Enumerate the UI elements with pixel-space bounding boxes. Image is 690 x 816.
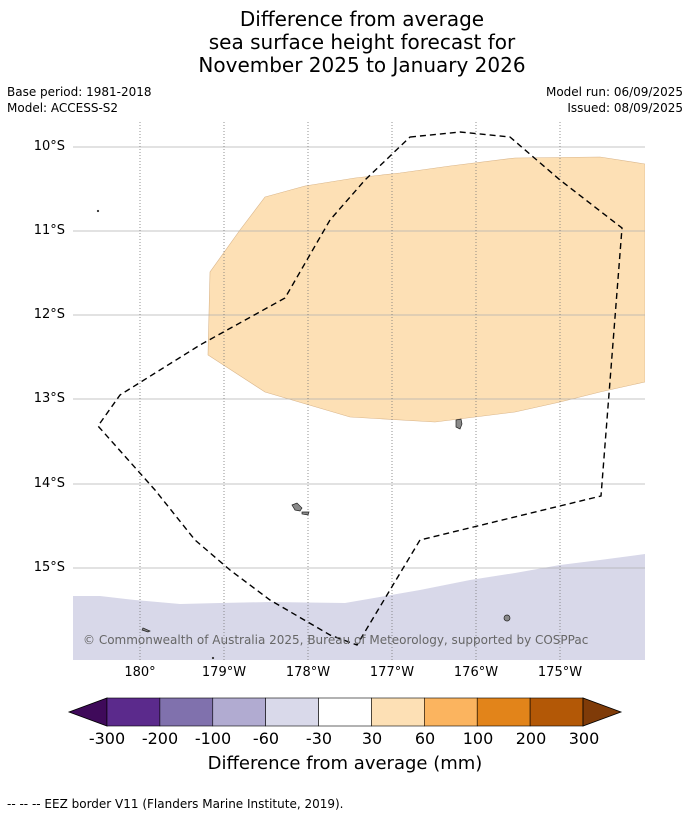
islands <box>96 209 511 660</box>
lon-label-176w: 176°W <box>453 665 499 680</box>
lat-gridlines <box>73 146 645 569</box>
colorbar-segment <box>159 697 214 727</box>
title-line-1: Difference from average <box>239 7 485 31</box>
lat-label-12s: 12°S <box>33 307 65 322</box>
meta-right: Model run: 06/09/2025 Issued: 08/09/2025 <box>546 84 683 116</box>
positive-anomaly-region <box>207 156 645 423</box>
lon-label-175w: 175°W <box>537 665 583 680</box>
lon-label-180: 180° <box>124 665 156 680</box>
island-wallis-2 <box>301 511 310 516</box>
colorbar-segment <box>318 697 372 727</box>
cbar-tick-60: 60 <box>414 729 436 748</box>
colorbar-segment <box>424 697 478 727</box>
lon-label-179w: 179°W <box>201 665 247 680</box>
colorbar-segment <box>106 697 161 727</box>
lat-label-10s: 10°S <box>33 139 65 154</box>
lat-label-14s: 14°S <box>33 476 65 491</box>
island-speck-2 <box>211 656 215 660</box>
eez-legend-note: -- -- -- EEZ border V11 (Flanders Marine… <box>7 797 344 811</box>
negative-anomaly-region <box>73 554 645 660</box>
island-wallis <box>291 502 303 512</box>
island-atafu <box>455 418 463 430</box>
island-niuafoou <box>503 614 511 622</box>
meta-left: Base period: 1981-2018 Model: ACCESS-S2 <box>7 84 152 116</box>
colorbar-segment <box>212 697 266 727</box>
lat-label-13s: 13°S <box>33 391 65 406</box>
island-speck <box>96 209 100 213</box>
map-svg <box>73 122 645 660</box>
base-period: Base period: 1981-2018 <box>7 85 152 99</box>
copyright-notice: © Commonwealth of Australia 2025, Bureau… <box>83 633 589 647</box>
eez-border <box>97 131 623 646</box>
island-tiny <box>141 627 151 633</box>
lon-label-178w: 178°W <box>285 665 331 680</box>
issued-date: Issued: 08/09/2025 <box>567 101 683 115</box>
title-line-2: sea surface height forecast for <box>208 30 516 54</box>
figure-title: Difference from average sea surface heig… <box>0 8 690 77</box>
colorbar-title: Difference from average (mm) <box>207 753 483 774</box>
lon-label-177w: 177°W <box>369 665 415 680</box>
cbar-tick-200: 200 <box>515 729 547 748</box>
cbar-tick-100: 100 <box>462 729 494 748</box>
cbar-tick-m60: -60 <box>252 729 280 748</box>
colorbar-segment <box>371 697 425 727</box>
colorbar-segment <box>476 697 531 727</box>
colorbar-arrow-high <box>582 697 623 727</box>
cbar-tick-30: 30 <box>361 729 383 748</box>
cbar-tick-m30: -30 <box>305 729 333 748</box>
colorbar-segment <box>265 697 319 727</box>
cbar-tick-300: 300 <box>568 729 600 748</box>
model-run: Model run: 06/09/2025 <box>545 85 683 99</box>
colorbar-segment <box>529 697 584 727</box>
colorbar <box>67 697 623 727</box>
cbar-tick-m200: -200 <box>141 729 179 748</box>
title-line-3: November 2025 to January 2026 <box>198 53 526 77</box>
cbar-tick-m100: -100 <box>194 729 232 748</box>
colorbar-arrow-low <box>67 697 108 727</box>
cbar-tick-m300: -300 <box>88 729 126 748</box>
lat-label-15s: 15°S <box>33 560 65 575</box>
model-name: Model: ACCESS-S2 <box>7 101 119 115</box>
lat-label-11s: 11°S <box>33 223 65 238</box>
